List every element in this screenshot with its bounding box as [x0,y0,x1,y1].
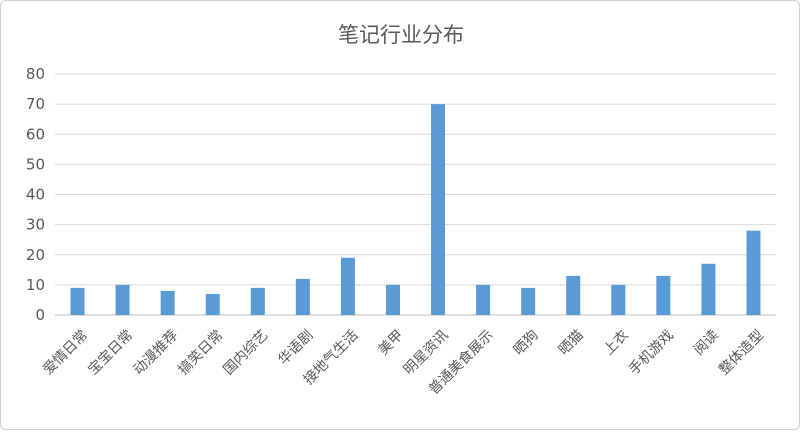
y-tick-label: 70 [26,95,45,113]
x-tick-label: 爱情日常 [40,327,91,378]
x-tick-label: 上衣 [601,327,632,358]
x-tick-label: 整体造型 [716,327,767,378]
bar [701,263,716,315]
bar [521,287,536,315]
y-tick-label: 80 [26,65,45,83]
x-tick-label: 国内综艺 [220,327,271,378]
y-tick-label: 20 [26,246,45,264]
bar [566,275,581,315]
gridlines [55,73,776,316]
x-tick-label: 华语剧 [275,327,316,368]
x-tick-label: 晒猫 [556,327,587,358]
bar [611,284,626,315]
chart-title: 笔记行业分布 [338,23,464,47]
bar [656,275,671,315]
y-tick-label: 50 [26,155,45,173]
x-tick-label: 美甲 [375,327,406,358]
x-tick-label: 晒狗 [511,327,542,358]
bars [70,104,761,315]
bar [295,278,310,315]
bar [476,284,491,315]
bar [340,257,355,315]
bar [385,284,400,315]
bar [205,293,220,315]
y-axis-ticks: 0 10 20 30 40 50 60 70 80 [26,65,45,324]
bar [160,290,175,315]
bar [746,230,761,315]
x-tick-label: 动漫推荐 [130,327,181,378]
bar [250,287,265,315]
x-tick-label: 阅读 [690,327,722,359]
x-tick-label: 宝宝日常 [85,327,136,378]
bar [431,104,446,315]
y-tick-label: 0 [35,306,45,324]
x-tick-label: 手机游戏 [626,327,677,378]
y-tick-label: 40 [26,186,45,204]
y-tick-label: 60 [26,125,45,143]
y-tick-label: 30 [26,216,45,234]
y-tick-label: 10 [26,276,45,294]
bar [115,284,130,315]
bar [70,287,85,315]
x-tick-label: 搞笑日常 [175,327,226,378]
